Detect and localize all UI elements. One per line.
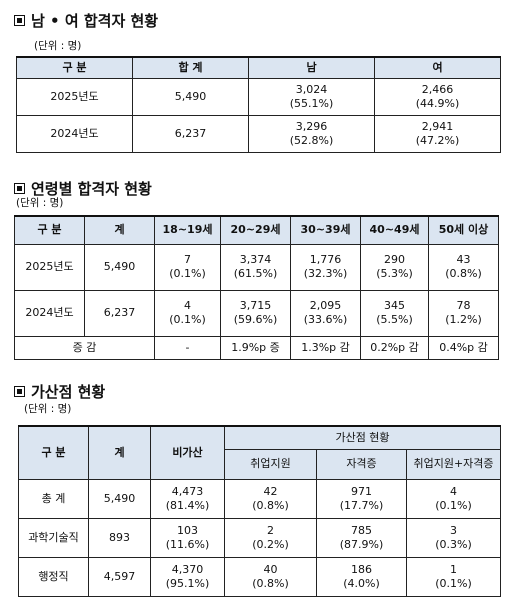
square-bullet-icon (14, 183, 25, 194)
value-cell: 7 (0.1%) (154, 243, 221, 291)
total-cell: 4,597 (88, 556, 151, 597)
table-row: 과학기술직 893 103 (11.6%) 2 (0.2%) 785 (87.9%) … (18, 517, 502, 558)
header-age-20-29: 20~29세 (220, 215, 291, 245)
female-cell: 2,466 (44.9%) (374, 77, 501, 116)
header-total: 계 (88, 425, 151, 480)
header-employment-support: 취업지원 (224, 448, 317, 480)
row-label: 2025년도 (14, 243, 85, 291)
bonus-table: 구 분 계 비가산 가산점 현황 취업지원 자격증 취업지원+자격증 총 계 5… (18, 425, 502, 597)
value-cell: 4,473 (81.4%) (150, 478, 225, 519)
square-bullet-icon (14, 15, 25, 26)
value-cell: 43 (0.8%) (428, 243, 499, 291)
square-bullet-icon (14, 386, 25, 397)
table-row: 2025년도 5,490 3,024 (55.1%) 2,466 (44.9%) (16, 77, 501, 116)
total-cell: 6,237 (84, 289, 155, 337)
header-total: 합 계 (132, 56, 249, 79)
female-cell: 2,941 (47.2%) (374, 114, 501, 153)
value-cell: 2 (0.2%) (224, 517, 317, 558)
value-cell: 42 (0.8%) (224, 478, 317, 519)
gender-table: 구 분 합 계 남 여 2025년도 5,490 3,024 (55.1%) 2,… (16, 56, 501, 153)
change-label: 증 감 (14, 335, 155, 360)
value-cell: 290 (5.3%) (360, 243, 429, 291)
value-cell: 4 (0.1%) (405, 478, 502, 519)
bonus-subheader-row: 취업지원 자격증 취업지원+자격증 (19, 448, 502, 480)
row-label: 총 계 (18, 478, 89, 519)
value-cell: 2,095 (33.6%) (290, 289, 361, 337)
total-cell: 5,490 (132, 77, 249, 116)
header-age-50-plus: 50세 이상 (428, 215, 499, 245)
bonus-header-row: 구 분 계 비가산 가산점 현황 (18, 425, 502, 480)
gender-unit: (단위 : 명) (34, 40, 82, 52)
header-category: 구 분 (16, 56, 133, 79)
value-cell: 3,374 (61.5%) (220, 243, 291, 291)
age-unit: (단위 : 명) (16, 197, 64, 209)
age-table: 구 분 계 18~19세 20~29세 30~39세 40~49세 50세 이상… (14, 215, 499, 360)
table-row: 2024년도 6,237 3,296 (52.8%) 2,941 (47.2%) (16, 114, 501, 153)
value-cell: 345 (5.5%) (360, 289, 429, 337)
change-cell: 1.9%p 증 (220, 335, 291, 360)
table-row: 2025년도 5,490 7 (0.1%) 3,374 (61.5%) 1,776(… (14, 243, 499, 291)
header-male: 남 (248, 56, 375, 79)
change-cell: 0.4%p 감 (428, 335, 499, 360)
value-cell: 3 (0.3%) (405, 517, 502, 558)
value-cell: 40 (0.8%) (224, 556, 317, 597)
row-label: 행정직 (18, 556, 89, 597)
value-cell: 103 (11.6%) (150, 517, 225, 558)
bonus-unit: (단위 : 명) (24, 403, 72, 415)
header-certificate: 자격증 (316, 448, 407, 480)
male-cell: 3,024 (55.1%) (248, 77, 375, 116)
age-header-row: 구 분 계 18~19세 20~29세 30~39세 40~49세 50세 이상 (14, 215, 499, 245)
value-cell: 785 (87.9%) (316, 517, 407, 558)
change-cell: 1.3%p 감 (290, 335, 361, 360)
row-label: 2024년도 (14, 289, 85, 337)
header-total: 계 (84, 215, 155, 245)
value-cell: 1 (0.1%) (405, 556, 502, 597)
header-category: 구 분 (18, 425, 89, 480)
value-cell: 78 (1.2%) (428, 289, 499, 337)
header-category: 구 분 (14, 215, 85, 245)
table-row: 총 계 5,490 4,473 (81.4%) 42 (0.8%) 971 (17.7… (18, 478, 502, 519)
change-row: 증 감 - 1.9%p 증 1.3%p 감 0.2%p 감 0.4%p 감 (14, 335, 499, 360)
change-cell: 0.2%p 감 (360, 335, 429, 360)
gender-section-title: 남 • 여 합격자 현황 (14, 10, 158, 31)
header-age-18-19: 18~19세 (154, 215, 221, 245)
total-cell: 5,490 (88, 478, 151, 519)
bonus-section-title: 가산점 현황 (14, 381, 105, 402)
row-label: 과학기술직 (18, 517, 89, 558)
header-no-bonus: 비가산 (150, 425, 225, 480)
header-employment-plus-certificate: 취업지원+자격증 (405, 448, 502, 480)
value-cell: 4 (0.1%) (154, 289, 221, 337)
gender-header-row: 구 분 합 계 남 여 (16, 56, 501, 79)
value-cell: 4,370 (95.1%) (150, 556, 225, 597)
total-cell: 893 (88, 517, 151, 558)
age-section-title: 연령별 합격자 현황 (14, 178, 152, 199)
total-cell: 6,237 (132, 114, 249, 153)
header-female: 여 (374, 56, 501, 79)
value-cell: 3,715 (59.6%) (220, 289, 291, 337)
value-cell: 186 (4.0%) (316, 556, 407, 597)
change-cell: - (154, 335, 221, 360)
row-label: 2025년도 (16, 77, 133, 116)
header-age-40-49: 40~49세 (360, 215, 429, 245)
table-row: 2024년도 6,237 4 (0.1%) 3,715 (59.6%) 2,095(… (14, 289, 499, 337)
table-row: 행정직 4,597 4,370 (95.1%) 40 (0.8%) 186 (4.0%… (18, 556, 502, 597)
header-bonus-group: 가산점 현황 (223, 425, 502, 450)
row-label: 2024년도 (16, 114, 133, 153)
total-cell: 5,490 (84, 243, 155, 291)
value-cell: 1,776 (32.3%) (290, 243, 361, 291)
value-cell: 971 (17.7%) (316, 478, 407, 519)
male-cell: 3,296 (52.8%) (248, 114, 375, 153)
header-age-30-39: 30~39세 (290, 215, 361, 245)
